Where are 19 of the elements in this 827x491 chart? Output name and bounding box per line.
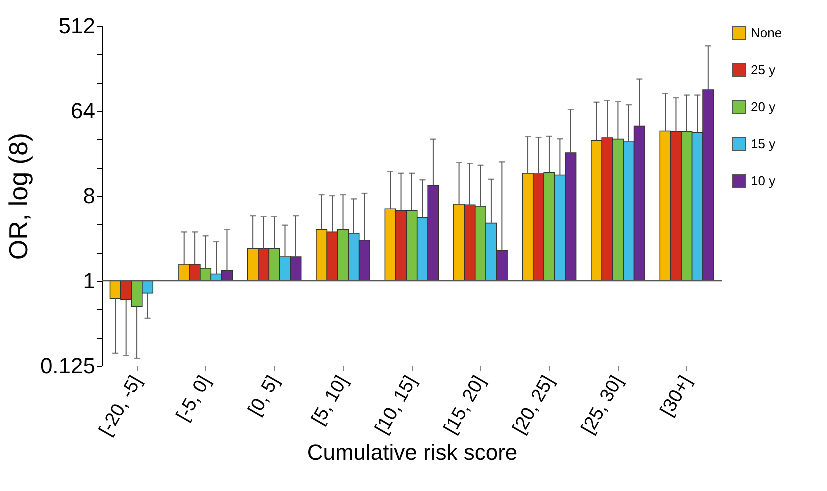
x-tick-label: [25, 30] — [578, 372, 628, 438]
y-tick-label: 0.125 — [40, 354, 96, 378]
x-tick-label: [15, 20] — [440, 372, 490, 438]
y-tick-label: 1 — [83, 268, 96, 294]
x-tick-label: [5, 10] — [308, 372, 353, 429]
x-tick-label: [10, 15] — [372, 372, 422, 438]
y-tick-label: 8 — [83, 184, 96, 208]
legend-label: None — [751, 26, 782, 40]
legend-label: 10 y — [751, 174, 776, 188]
y-tick-label: 512 — [58, 14, 96, 38]
y-axis-title: OR, log (8) — [3, 132, 34, 260]
x-axis-title: Cumulative risk score — [307, 440, 518, 466]
x-tick-label: [-5, 0] — [172, 372, 216, 426]
x-tick-label: [20, 25] — [509, 372, 559, 438]
legend-label: 25 y — [751, 62, 776, 78]
legend-label: 20 y — [751, 100, 776, 114]
y-tick-label: 64 — [71, 98, 96, 124]
x-tick-label: [0, 5] — [244, 372, 284, 420]
legend-label: 15 y — [751, 136, 776, 152]
